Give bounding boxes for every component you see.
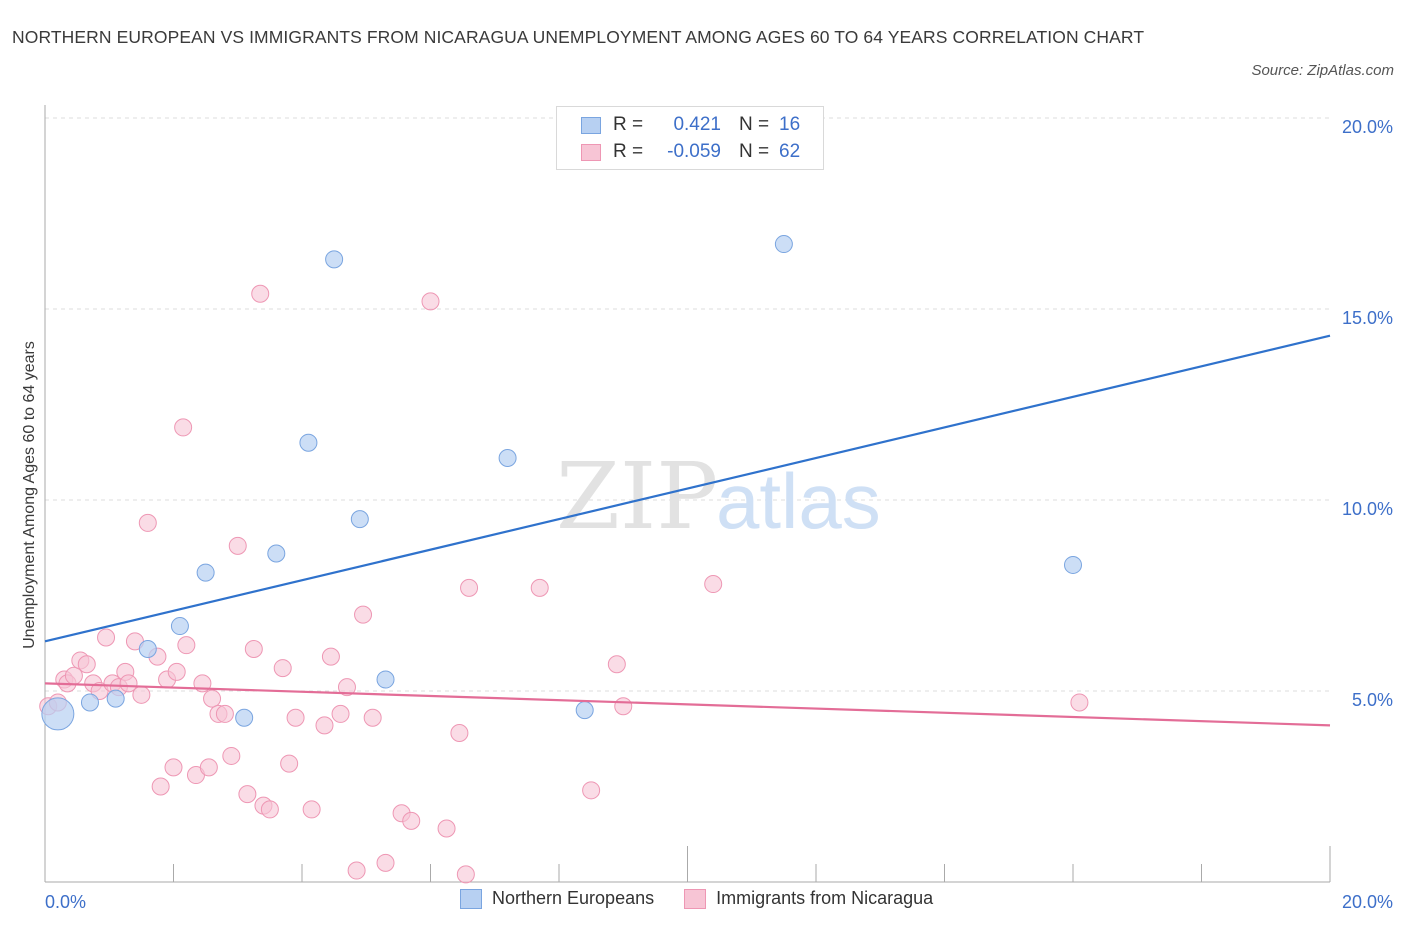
data-point-nicaragua [164,758,183,777]
data-point-nicaragua [363,708,382,727]
data-point-nicaragua [450,724,469,743]
pink-series-points [39,284,1089,884]
trend-line-northern-europeans [44,334,1331,643]
n-label: N = [739,114,770,135]
data-point-nicaragua [376,853,395,872]
x-tick-label: 0.0% [45,892,86,912]
data-point-nicaragua [421,292,440,311]
data-point-nicaragua [177,636,196,655]
data-point-nicaragua [77,655,96,674]
data-point-nicaragua [167,662,186,681]
legend-label: Immigrants from Nicaragua [716,888,934,908]
data-point-northern-european [350,510,369,529]
data-point-nicaragua [331,704,350,723]
data-point-northern-european [170,617,189,636]
data-point-nicaragua [321,647,340,666]
data-point-nicaragua [337,678,356,697]
data-point-northern-european [235,708,254,727]
data-point-nicaragua [119,674,138,693]
data-point-nicaragua [97,628,116,647]
data-point-nicaragua [260,800,279,819]
data-point-northern-european [41,697,75,731]
data-point-northern-european [138,639,157,658]
n-value: 62 [779,141,801,162]
n-value: 16 [779,114,801,135]
data-point-nicaragua [273,659,292,678]
data-point-nicaragua [138,513,157,532]
data-point-nicaragua [607,655,626,674]
data-point-northern-european [498,448,517,467]
blue-series-points [41,235,1082,731]
data-point-northern-european [325,250,344,269]
legend-item-northern-europeans: Northern Europeans [460,888,654,909]
legend-row-nicaragua: R = -0.059 N = 62 [581,139,819,165]
watermark: ZIP atlas [556,443,881,550]
data-point-nicaragua [1070,693,1089,712]
data-point-northern-european [196,563,215,582]
data-point-northern-european [376,670,395,689]
data-point-northern-european [1064,555,1082,574]
pink-swatch [581,143,601,161]
data-point-nicaragua [614,697,633,716]
r-value: 0.421 [673,114,721,135]
data-point-nicaragua [151,777,170,796]
blue-swatch [581,116,601,134]
data-point-nicaragua [174,418,193,437]
y-tick-label: 20.0% [1342,117,1393,137]
legend-row-northern-europeans: R = 0.421 N = 16 [581,112,819,138]
data-point-nicaragua [347,861,366,880]
r-value: -0.059 [667,141,721,162]
data-point-nicaragua [199,758,218,777]
grid-lines [45,117,1330,692]
y-tick-label: 15.0% [1342,308,1393,328]
legend-label: Northern Europeans [492,888,655,908]
watermark-zip: ZIP [556,443,718,550]
x-tick-label: 20.0% [1342,892,1393,912]
pink-swatch [684,888,707,909]
data-point-nicaragua [456,865,475,884]
data-point-nicaragua [222,746,241,765]
series-legend: Northern Europeans Immigrants from Nicar… [460,888,963,909]
correlation-legend: R = 0.421 N = 16 R = -0.059 N = 62 [556,106,824,170]
y-tick-label: 10.0% [1342,499,1393,519]
data-point-nicaragua [704,575,723,594]
tick-labels: 5.0% 10.0% 15.0% 20.0% 0.0% 20.0% [45,117,1393,912]
blue-swatch [460,888,482,909]
chart-title: NORTHERN EUROPEAN VS IMMIGRANTS FROM NIC… [12,27,1145,47]
data-point-nicaragua [402,811,421,830]
trend-lines [44,334,1331,727]
data-point-northern-european [106,689,125,708]
data-point-nicaragua [437,819,456,838]
data-point-nicaragua [244,639,263,658]
source-label: Source: ZipAtlas.com [1251,62,1394,79]
r-label: R = [613,114,644,135]
data-point-nicaragua [582,781,601,800]
data-point-nicaragua [302,800,321,819]
watermark-atlas: atlas [716,457,881,545]
data-point-northern-european [299,433,318,452]
data-point-nicaragua [530,578,549,597]
data-point-nicaragua [203,689,222,708]
data-point-northern-european [80,693,99,712]
data-point-northern-european [774,235,793,254]
legend-item-nicaragua: Immigrants from Nicaragua [684,888,933,909]
trend-line-nicaragua [44,682,1331,727]
data-point-nicaragua [280,754,299,773]
data-point-northern-european [267,544,286,563]
data-point-nicaragua [286,708,305,727]
data-point-nicaragua [251,284,270,303]
data-point-northern-european [575,701,594,720]
data-point-nicaragua [315,716,334,735]
data-point-nicaragua [354,605,373,624]
r-label: R = [613,141,644,162]
y-tick-label: 5.0% [1352,690,1393,710]
data-point-nicaragua [132,685,151,704]
data-point-nicaragua [460,578,479,597]
data-point-nicaragua [238,785,257,804]
data-point-nicaragua [215,704,234,723]
n-label: N = [739,141,770,162]
data-point-nicaragua [228,536,247,555]
axes [44,105,1331,883]
